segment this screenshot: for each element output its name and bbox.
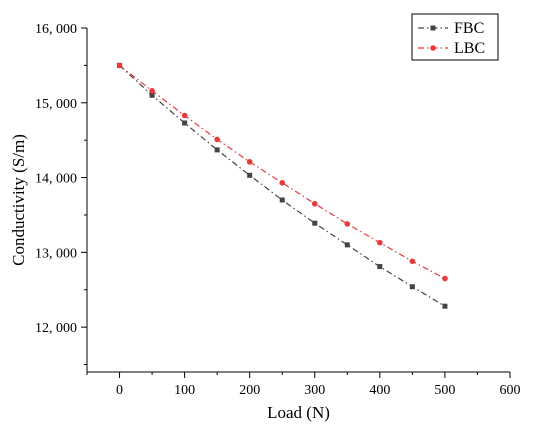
x-tick-label: 500 <box>434 383 455 398</box>
legend-label: FBC <box>454 20 484 37</box>
y-tick-label: 15, 000 <box>35 97 77 112</box>
y-tick-label: 13, 000 <box>35 246 77 261</box>
data-point-fbc <box>279 197 285 203</box>
axes <box>86 28 510 373</box>
data-point-fbc <box>182 120 188 126</box>
y-axis-title: Conductivity (S/m) <box>9 134 28 266</box>
x-ticks: 0 100 200 300 400 500 600 <box>86 372 521 398</box>
data-point-fbc <box>247 172 253 178</box>
series-line-lbc <box>119 64 446 280</box>
data-point-fbc <box>377 264 383 270</box>
x-tick-label: 300 <box>304 383 325 398</box>
series-lbc <box>116 62 448 282</box>
x-axis-title: Load (N) <box>267 403 330 422</box>
legend-label: LBC <box>454 40 485 57</box>
data-point-lbc <box>246 159 253 165</box>
data-point-lbc <box>149 88 155 94</box>
legend-item-lbc: LBC <box>418 40 485 57</box>
data-point-fbc <box>344 242 350 248</box>
x-tick-label: 600 <box>500 383 521 398</box>
series-layer <box>116 62 448 309</box>
legend-marker <box>430 45 436 51</box>
data-point-fbc <box>214 147 220 153</box>
data-point-lbc <box>442 275 448 282</box>
y-tick-label: 16, 000 <box>35 22 77 37</box>
data-point-fbc <box>442 303 448 309</box>
legend-item-fbc: FBC <box>418 20 484 37</box>
data-point-lbc <box>311 200 318 207</box>
data-point-lbc <box>116 62 123 69</box>
legend-box <box>411 13 499 61</box>
series-fbc <box>117 62 448 309</box>
data-point-lbc <box>279 180 286 186</box>
data-point-lbc <box>377 239 383 246</box>
x-tick-label: 100 <box>174 383 195 398</box>
data-point-fbc <box>149 92 155 98</box>
x-tick-label: 400 <box>369 383 390 398</box>
y-tick-label: 12, 000 <box>35 321 77 336</box>
data-point-fbc <box>409 284 415 290</box>
x-tick-label: 200 <box>239 383 260 398</box>
legend: FBC LBC <box>411 13 499 61</box>
data-point-lbc <box>214 136 220 143</box>
data-point-lbc <box>181 112 188 119</box>
series-line-fbc <box>119 64 446 307</box>
y-ticks: 12, 000 13, 000 14, 000 15, 000 16, 000 <box>35 22 87 366</box>
x-tick-label: 0 <box>116 383 123 398</box>
y-tick-label: 14, 000 <box>35 172 77 187</box>
data-point-lbc <box>344 221 351 227</box>
legend-marker <box>430 25 436 31</box>
data-point-lbc <box>409 258 416 265</box>
data-point-fbc <box>312 220 318 226</box>
